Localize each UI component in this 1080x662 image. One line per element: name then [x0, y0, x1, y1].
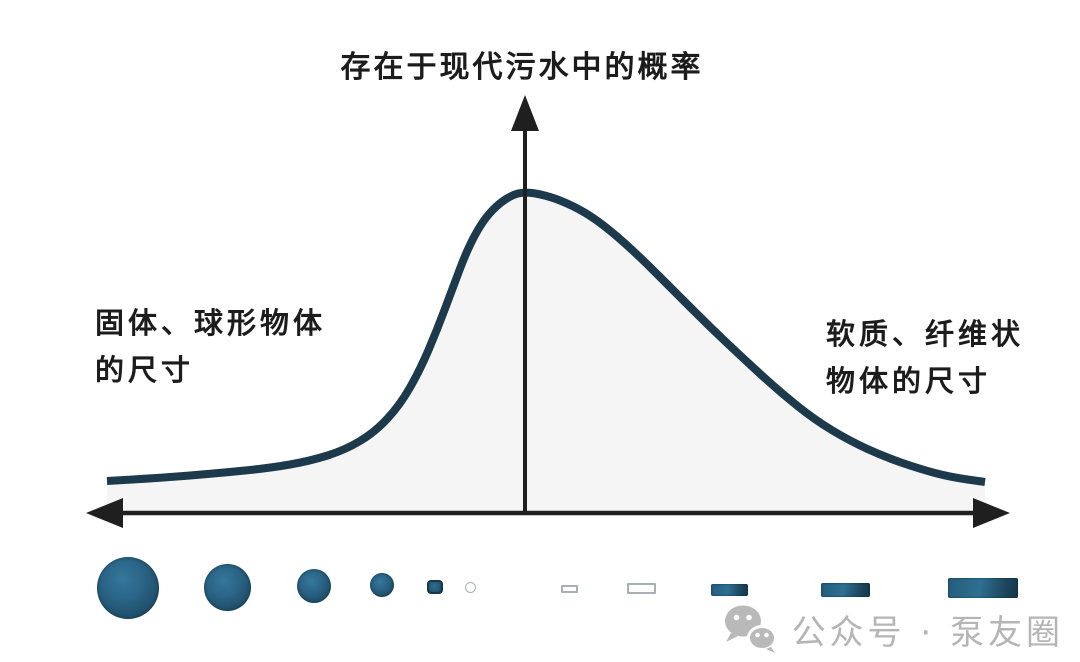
- y-axis-arrow-icon: [511, 95, 539, 131]
- size-scale-item-tiny-outline-particle: [465, 582, 476, 593]
- size-scale-item-large-sphere: [97, 557, 159, 619]
- x-axis-right-arrow-icon: [973, 498, 1010, 528]
- watermark-text: 公众号 · 泵友圈: [791, 612, 1064, 653]
- size-scale-item-medium-fibre: [821, 583, 870, 597]
- chart-title: 存在于现代污水中的概率: [340, 50, 704, 85]
- right-axis-label-line2: 物体的尺寸: [826, 363, 992, 398]
- size-scale-item-large-fibre: [948, 578, 1018, 598]
- size-scale-item-small-outline-fibre: [627, 583, 656, 594]
- size-scale-item-tiny-outline-fibre: [561, 585, 578, 593]
- right-axis-label: 软质、纤维状 物体的尺寸: [826, 311, 1024, 405]
- right-axis-label-line1: 软质、纤维状: [826, 317, 1025, 351]
- size-scale-item-tiny-solid-particle: [427, 580, 443, 594]
- left-axis-label: 固体、球形物体 的尺寸: [95, 300, 326, 394]
- watermark: 公众号 · 泵友圈: [722, 604, 1064, 654]
- left-axis-label-line1: 固体、球形物体: [95, 306, 327, 340]
- wechat-icon: [724, 605, 777, 653]
- size-scale-item-small-sphere: [370, 573, 394, 597]
- x-axis-left-arrow-icon: [86, 498, 123, 528]
- curve-area-fill: [107, 192, 985, 511]
- size-scale-item-sphere: [297, 569, 331, 603]
- size-scale-item-small-fibre: [711, 584, 748, 596]
- left-axis-label-line2: 的尺寸: [95, 352, 195, 387]
- size-scale-item-sphere: [204, 564, 251, 611]
